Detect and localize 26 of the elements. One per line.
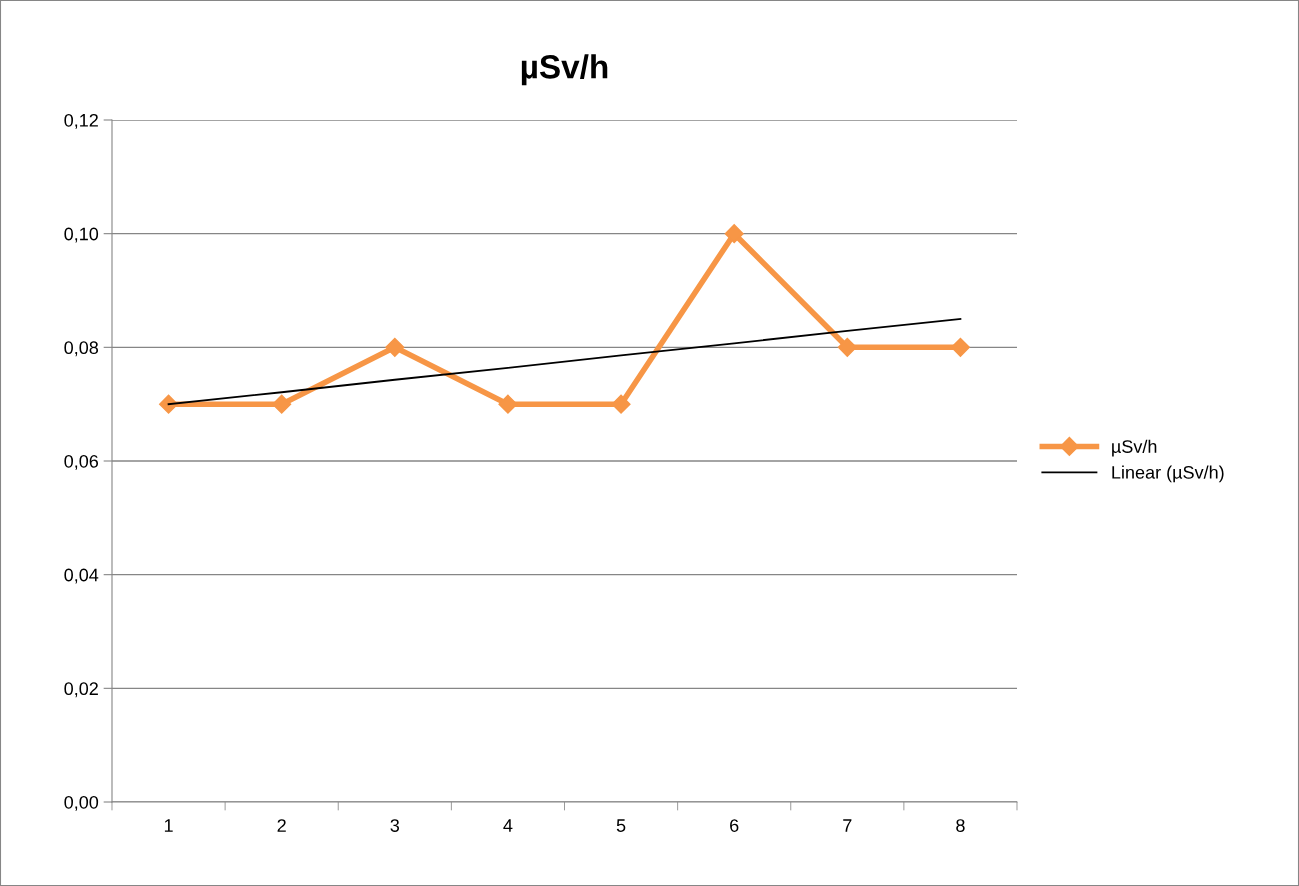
legend-label: Linear (µSv/h): [1112, 465, 1224, 483]
chart-title: µSv/h: [521, 54, 608, 86]
y-tick-label: 0,02: [64, 682, 98, 698]
x-tick-label: 5: [616, 819, 626, 832]
point: [724, 224, 744, 244]
x-tick-label: 6: [730, 819, 739, 832]
y-tick-label: 0,00: [64, 795, 99, 811]
point: [498, 394, 518, 414]
y-tick-label: 0,06: [64, 454, 99, 470]
y-tick-label: 0,12: [64, 113, 98, 129]
point: [159, 394, 179, 414]
x-tick-label: 3: [390, 819, 400, 832]
point: [611, 394, 631, 414]
y-tick-label: 0,04: [64, 568, 99, 584]
x-tick-label: 7: [843, 819, 852, 832]
x-tick-label: 2: [277, 819, 286, 832]
legend-label: µSv/h: [1112, 439, 1157, 457]
x-tick-label: 8: [956, 819, 965, 832]
y-tick-label: 0,08: [64, 341, 99, 357]
x-tick-label: 1: [164, 819, 173, 832]
point: [837, 337, 857, 357]
y-tick-label: 0,10: [64, 227, 99, 243]
point: [950, 337, 970, 357]
point: [272, 394, 292, 414]
point: [385, 337, 405, 357]
x-tick-label: 4: [503, 819, 513, 832]
